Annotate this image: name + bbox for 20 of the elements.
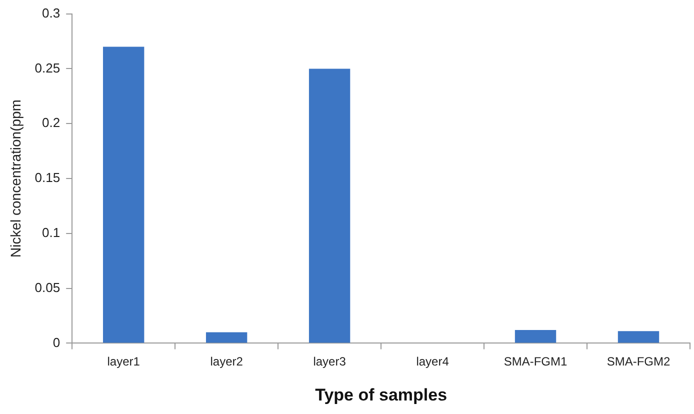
y-tick-label: 0.15 xyxy=(34,170,60,186)
bar xyxy=(308,68,350,343)
y-tick-label: 0.25 xyxy=(34,60,60,76)
bar xyxy=(618,331,660,343)
x-tick-label: SMA-FGM2 xyxy=(606,354,670,369)
x-axis-title: Type of samples xyxy=(315,385,448,404)
x-tick-label: layer4 xyxy=(416,354,450,369)
x-tick-label: SMA-FGM1 xyxy=(504,354,568,369)
x-tick-label: layer2 xyxy=(210,354,244,369)
y-tick-label: 0.05 xyxy=(34,280,60,295)
bar xyxy=(102,46,144,343)
y-tick-label: 0.1 xyxy=(42,224,60,240)
bar xyxy=(206,332,248,343)
y-tick-label: 0.3 xyxy=(42,5,60,20)
x-tick-label: layer3 xyxy=(313,354,346,369)
y-tick-label: 0.2 xyxy=(42,115,60,130)
bar xyxy=(514,330,556,343)
y-axis-title: Nickel concentration(ppm xyxy=(7,100,24,258)
x-tick-label: layer1 xyxy=(107,354,140,369)
y-tick-label: 0 xyxy=(52,334,60,350)
